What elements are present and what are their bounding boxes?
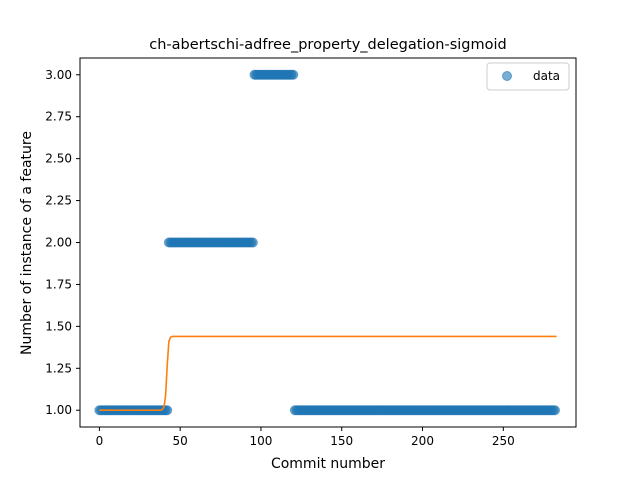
y-tick-label: 3.00 [45,68,72,82]
chart-title: ch-abertschi-adfree_property_delegation-… [149,37,506,53]
x-tick-label: 150 [330,434,353,448]
legend: data [486,62,570,91]
x-axis-title: Commit number [271,456,385,472]
axes: 0 50 100 150 200 250 1.00 1.25 1.50 1.75 2.00 2.25 2… [45,57,577,448]
y-tick-label: 1.00 [45,403,72,417]
data-point [247,237,258,248]
axes-frame [79,57,577,428]
y-tick-label: 1.75 [45,277,72,291]
y-tick-label: 2.75 [45,110,72,124]
legend-frame [486,62,570,91]
fit-line [99,335,557,412]
y-tick-label: 1.50 [45,319,72,333]
x-tick-label: 0 [96,434,104,448]
y-tick-label: 2.25 [45,194,72,208]
plot-area [94,69,560,416]
data-point [288,69,299,80]
data-point [162,405,173,416]
data-point [550,405,560,416]
legend-label-data: data [533,69,560,83]
x-tick-label: 50 [173,434,188,448]
legend-marker-data [502,71,512,81]
x-tick-label: 100 [249,434,272,448]
y-axis-title: Number of instance of a feature [19,131,35,355]
y-tick-label: 2.00 [45,236,72,250]
y-tick-label: 2.50 [45,152,72,166]
y-tick-label: 1.25 [45,361,72,375]
x-tick-label: 250 [492,434,515,448]
x-tick-label: 200 [411,434,434,448]
